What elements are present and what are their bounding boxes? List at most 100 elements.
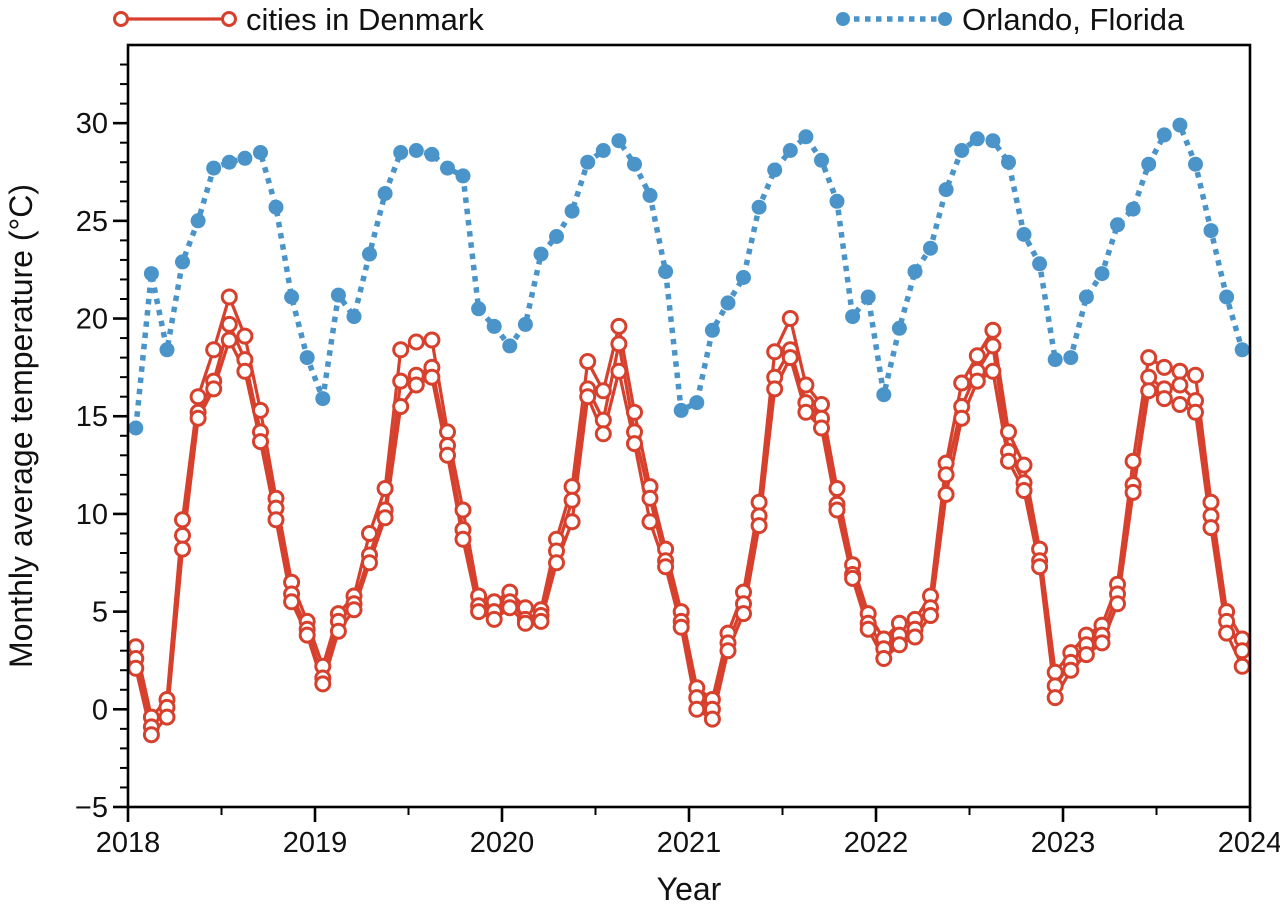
denmark-marker <box>1124 483 1142 501</box>
denmark-marker <box>890 636 908 654</box>
orlando-marker <box>611 133 627 149</box>
y-tick-label: 0 <box>92 694 108 726</box>
y-tick-label: 15 <box>76 401 108 433</box>
denmark-marker <box>1109 595 1126 613</box>
denmark-marker <box>158 708 176 726</box>
denmark-marker <box>797 403 815 421</box>
denmark-marker <box>439 423 456 441</box>
denmark-marker <box>766 380 784 398</box>
chart-legend: cities in Denmark Orlando, Florida <box>113 2 1185 37</box>
orlando-marker <box>455 168 471 184</box>
orlando-marker <box>1078 289 1094 305</box>
orlando-marker <box>346 309 362 325</box>
orlando-marker <box>736 270 751 285</box>
y-tick-label: 20 <box>76 304 108 336</box>
denmark-marker <box>594 411 612 429</box>
denmark-marker <box>407 376 425 394</box>
orlando-marker <box>486 318 502 334</box>
denmark-marker <box>454 501 472 519</box>
denmark-marker <box>1015 456 1033 474</box>
denmark-marker <box>766 343 784 361</box>
orlando-marker <box>1032 256 1048 272</box>
denmark-marker <box>236 327 254 345</box>
orlando-marker <box>845 309 861 325</box>
orlando-marker <box>689 395 705 411</box>
denmark-marker <box>205 341 223 359</box>
denmark-marker <box>361 554 378 572</box>
denmark-marker <box>953 374 971 392</box>
denmark-marker <box>968 372 986 390</box>
denmark-marker <box>532 612 550 630</box>
orlando-marker <box>1234 342 1250 358</box>
orlando-marker <box>798 129 814 145</box>
denmark-marker <box>984 362 1002 380</box>
denmark-marker <box>1171 396 1189 413</box>
denmark-marker <box>189 409 207 427</box>
x-axis-label: Year <box>657 871 722 907</box>
denmark-marker <box>797 376 815 394</box>
orlando-marker <box>471 301 487 317</box>
orlando-marker <box>408 143 424 158</box>
axis-ticks: −5 0 5 10 15 20 25 30 2018 2019 2020 2021 2022 2023 20… <box>75 63 1280 859</box>
orlando-marker <box>782 143 798 158</box>
legend-orlando-sample <box>836 12 952 26</box>
orlando-marker <box>829 193 845 209</box>
denmark-marker <box>828 480 846 497</box>
legend-label-orlando: Orlando, Florida <box>962 2 1185 37</box>
denmark-marker <box>1140 349 1158 367</box>
orlando-marker <box>393 145 409 160</box>
orlando-marker <box>377 186 393 201</box>
denmark-marker <box>626 403 643 421</box>
y-tick-label: 25 <box>76 206 108 238</box>
orlando-marker <box>424 146 440 162</box>
denmark-marker <box>594 382 612 400</box>
orlando-marker <box>253 145 268 160</box>
denmark-marker <box>859 620 877 638</box>
denmark-marker <box>610 362 628 380</box>
orlando-marker <box>1188 156 1203 172</box>
denmark-marker <box>516 614 534 632</box>
denmark-marker <box>1031 558 1049 576</box>
orlando-marker <box>938 182 954 198</box>
orlando-marker <box>595 143 611 158</box>
denmark-marker <box>220 315 238 333</box>
orlando-marker <box>767 162 783 178</box>
denmark-marker <box>672 618 690 636</box>
denmark-marker <box>813 396 830 413</box>
denmark-marker <box>1171 376 1189 394</box>
denmark-marker <box>968 347 986 365</box>
denmark-legend-marker-icon <box>113 11 129 27</box>
orlando-marker <box>642 187 658 203</box>
denmark-marker <box>1187 403 1204 421</box>
denmark-marker <box>984 337 1002 355</box>
denmark-marker <box>423 331 441 349</box>
orlando-marker <box>299 350 315 366</box>
denmark-marker <box>142 726 160 744</box>
denmark-marker <box>485 610 503 628</box>
orlando-marker <box>284 289 300 305</box>
orlando-marker <box>315 391 331 407</box>
orlando-marker <box>720 295 736 311</box>
denmark-marker <box>407 333 425 351</box>
denmark-marker <box>329 622 347 640</box>
x-tick-label: 2022 <box>844 827 909 859</box>
orlando-marker <box>1063 350 1079 366</box>
orlando-marker <box>954 143 970 158</box>
denmark-marker <box>1155 358 1173 376</box>
denmark-marker <box>906 628 924 646</box>
orlando-marker <box>330 287 346 303</box>
orlando-marker <box>502 338 518 354</box>
orlando-marker <box>362 246 377 262</box>
denmark-marker <box>376 509 394 527</box>
denmark-marker <box>844 569 862 587</box>
y-tick-label: 10 <box>76 499 108 531</box>
y-tick-label: −5 <box>75 792 108 824</box>
denmark-marker <box>781 349 799 367</box>
denmark-marker <box>439 446 456 464</box>
plot-series <box>127 117 1251 744</box>
denmark-marker <box>626 435 643 453</box>
denmark-marker <box>735 605 752 623</box>
orlando-marker <box>627 156 642 172</box>
denmark-marker <box>1171 362 1189 380</box>
denmark-marker <box>1187 366 1204 384</box>
